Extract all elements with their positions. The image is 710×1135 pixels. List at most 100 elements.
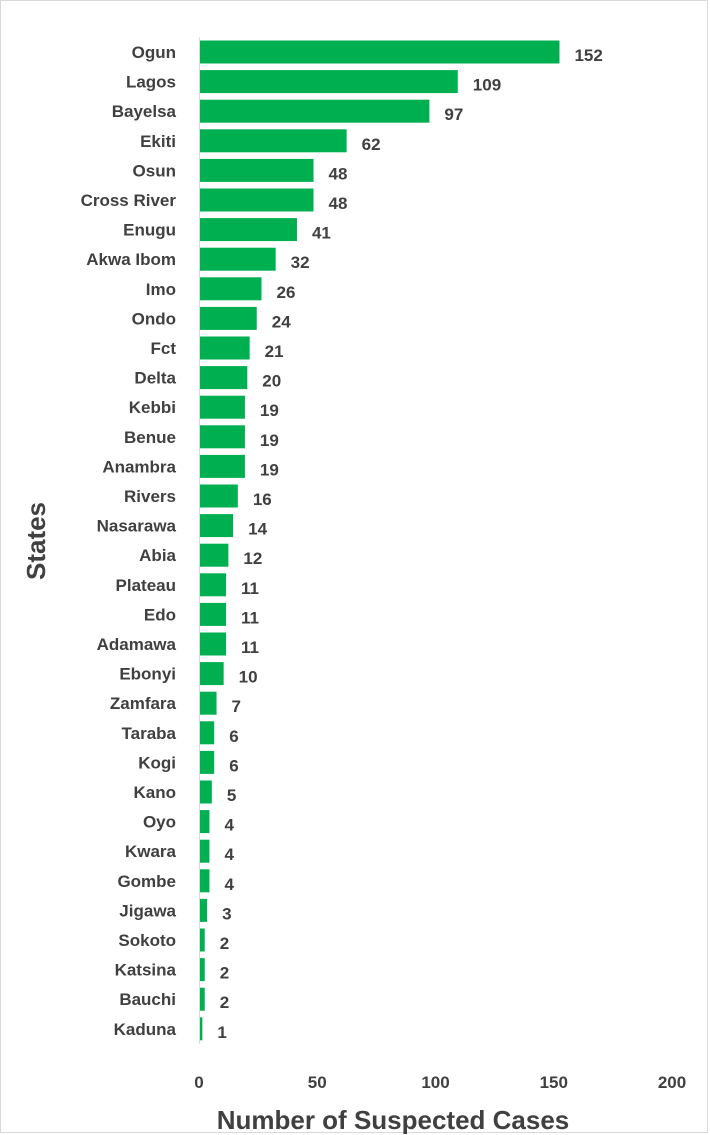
data-label: 11 (241, 638, 259, 657)
bar-kogi (200, 750, 215, 774)
data-label: 5 (227, 786, 236, 805)
category-label: Abia (139, 546, 176, 565)
bars-group (200, 40, 560, 1041)
category-label: Fct (151, 339, 177, 358)
bar-kano (200, 780, 212, 804)
category-label: Zamfara (110, 694, 177, 713)
data-label: 48 (329, 194, 348, 213)
x-tick-label: 100 (421, 1073, 449, 1092)
data-label: 2 (220, 964, 229, 983)
data-label: 11 (241, 608, 259, 627)
bar-ondo (200, 306, 257, 330)
bar-ekiti (200, 129, 347, 153)
category-label: Bauchi (119, 990, 176, 1009)
category-label: Benue (124, 428, 176, 447)
bar-anambra (200, 454, 245, 478)
category-label: Rivers (124, 487, 176, 506)
category-label: Delta (134, 369, 176, 388)
category-label: Gombe (117, 872, 176, 891)
bar-lagos (200, 70, 458, 94)
category-label: Kebbi (129, 398, 176, 417)
y-axis-title: States (21, 502, 51, 580)
category-label: Cross River (81, 191, 177, 210)
category-label: Taraba (122, 724, 177, 743)
bar-akwa-ibom (200, 247, 276, 271)
data-label: 7 (232, 697, 241, 716)
bar-abia (200, 543, 229, 567)
bar-adamawa (200, 632, 227, 656)
bar-jigawa (200, 898, 208, 922)
x-tick-label: 0 (194, 1073, 203, 1092)
bar-fct (200, 336, 250, 360)
data-label: 97 (444, 105, 463, 124)
data-label: 16 (253, 490, 272, 509)
data-label: 24 (272, 312, 291, 331)
bar-oyo (200, 810, 210, 834)
category-label: Kaduna (114, 1020, 177, 1039)
bar-edo (200, 602, 227, 626)
category-label: Osun (133, 161, 176, 180)
data-label: 2 (220, 993, 229, 1012)
data-label: 14 (248, 520, 267, 539)
data-label: 21 (265, 342, 284, 361)
category-label: Akwa Ibom (86, 250, 176, 269)
bar-taraba (200, 721, 215, 745)
bar-benue (200, 425, 245, 449)
category-labels: Ogun Lagos Bayelsa Ekiti Osun Cross River Enug… (81, 43, 177, 1039)
category-label: Plateau (116, 576, 176, 595)
data-label: 2 (220, 934, 229, 953)
data-label: 32 (291, 253, 310, 272)
category-label: Anambra (102, 457, 176, 476)
data-label: 20 (262, 372, 281, 391)
category-label: Enugu (123, 221, 176, 240)
bar-enugu (200, 218, 297, 242)
data-label: 10 (239, 668, 258, 687)
category-label: Kano (134, 783, 177, 802)
category-label: Bayelsa (112, 102, 177, 121)
x-axis-title: Number of Suspected Cases (217, 1105, 570, 1134)
bar-bauchi (200, 987, 205, 1011)
data-label: 19 (260, 431, 279, 450)
bar-gombe (200, 869, 210, 893)
category-label: Imo (146, 280, 176, 299)
bar-kebbi (200, 395, 245, 419)
bar-sokoto (200, 928, 205, 952)
bar-katsina (200, 958, 205, 982)
category-label: Edo (144, 605, 176, 624)
category-label: Kwara (125, 842, 177, 861)
category-label: Jigawa (119, 901, 176, 920)
data-label: 6 (229, 727, 238, 746)
bar-zamfara (200, 691, 217, 715)
category-label: Kogi (138, 753, 176, 772)
category-label: Adamawa (97, 635, 177, 654)
category-label: Katsina (115, 961, 177, 980)
data-label: 48 (329, 164, 348, 183)
bar-ebonyi (200, 662, 224, 686)
category-label: Ebonyi (119, 665, 176, 684)
data-label: 12 (243, 549, 262, 568)
bar-nasarawa (200, 514, 234, 538)
data-label: 4 (224, 845, 234, 864)
category-label: Oyo (143, 813, 176, 832)
data-label: 4 (224, 875, 234, 894)
category-label: Ekiti (140, 132, 176, 151)
x-tick-label: 200 (658, 1073, 686, 1092)
bar-imo (200, 277, 262, 301)
data-label: 152 (574, 46, 602, 65)
x-tick-label: 50 (308, 1073, 327, 1092)
bar-bayelsa (200, 99, 430, 123)
data-label: 26 (276, 283, 295, 302)
x-tick-labels: 0 50 100 150 200 (194, 1073, 686, 1092)
bar-delta (200, 366, 248, 390)
bar-plateau (200, 573, 227, 597)
data-label: 19 (260, 401, 279, 420)
bar-ogun (200, 40, 560, 64)
data-label: 62 (362, 135, 381, 154)
data-label: 19 (260, 460, 279, 479)
data-labels: 1521099762484841322624212019191916141211… (217, 46, 602, 1042)
bar-osun (200, 158, 314, 182)
bar-kaduna (200, 1017, 203, 1041)
data-label: 3 (222, 904, 231, 923)
